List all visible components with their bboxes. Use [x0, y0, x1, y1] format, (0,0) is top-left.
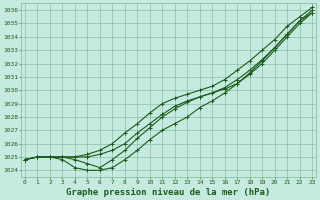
X-axis label: Graphe pression niveau de la mer (hPa): Graphe pression niveau de la mer (hPa): [67, 188, 271, 197]
